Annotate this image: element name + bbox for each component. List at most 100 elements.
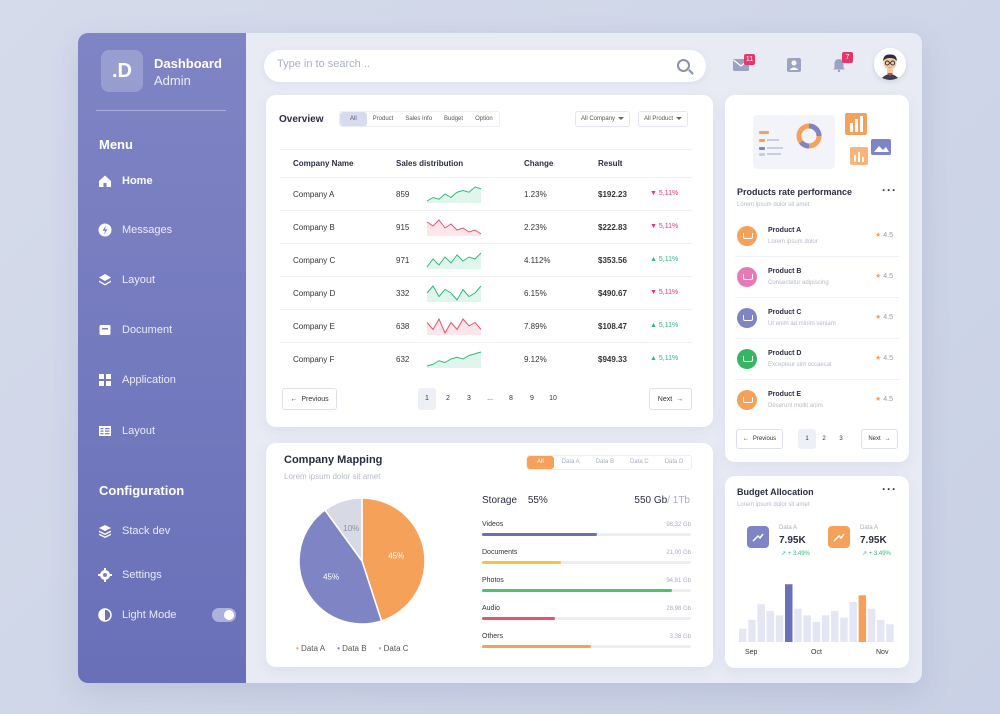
storage-summary: Storage 55% [482, 495, 548, 506]
page-ellipsis: ... [487, 395, 493, 402]
page-1[interactable]: 1 [798, 429, 816, 449]
avatar[interactable] [874, 48, 906, 80]
configuration-title: Configuration [99, 483, 185, 498]
storage-item-value: 28,98 Gb [666, 606, 691, 612]
page-9[interactable]: 9 [530, 395, 534, 402]
sidebar-item-home[interactable]: Home [98, 172, 153, 190]
storage-progress-track [482, 561, 691, 564]
page-8[interactable]: 8 [509, 395, 513, 402]
sidebar-item-layout[interactable]: Layout [98, 271, 155, 289]
arrow-left-icon: ← [742, 436, 749, 442]
arrow-left-icon: ← [290, 395, 298, 403]
page-3[interactable]: 3 [839, 436, 843, 442]
cart-icon [737, 226, 757, 246]
budget-bar [739, 628, 747, 642]
table-row[interactable]: Company A 859 1.23% $192.23 ▼ 5,11% [280, 177, 692, 210]
sparkline [426, 186, 482, 203]
mapping-title: Company Mapping [284, 454, 383, 466]
product-row[interactable]: Product B Consectetur adipiscing ★ 4.5 [735, 258, 899, 298]
change-value: 7.89% [524, 322, 547, 331]
sidebar-item-label: Home [122, 175, 153, 187]
arrow-down-icon: ▼ [650, 289, 657, 296]
mapping-filter-tabs: All Data A Data B Data C Data D [526, 455, 693, 470]
column-header-result: Result [598, 159, 623, 168]
products-previous-button[interactable]: ← Previous [736, 429, 783, 449]
sales-value: 638 [396, 322, 410, 331]
page-2[interactable]: 2 [822, 436, 826, 442]
product-row[interactable]: Product D Excepteur sint occaecat ★ 4.5 [735, 340, 899, 380]
storage-item-label: Videos [482, 521, 504, 528]
product-row[interactable]: Product E Deserunt mollit anim ★ 4.5 [735, 381, 899, 421]
delta-badge: ▲ 5,11% [650, 355, 679, 362]
tab-data-c[interactable]: Data C [630, 459, 649, 465]
product-row[interactable]: Product A Lorem ipsum dolor ★ 4.5 [735, 217, 899, 257]
budget-bar [748, 619, 756, 642]
sparkline-area [427, 253, 481, 269]
company-dropdown[interactable]: All Company [575, 111, 631, 127]
sparkline-area [427, 286, 481, 302]
pie-label: 10% [343, 524, 359, 533]
tab-data-d[interactable]: Data D [664, 459, 684, 465]
page-3[interactable]: 3 [467, 395, 471, 402]
result-value: $222.83 [598, 223, 627, 232]
month-sep: Sep [745, 649, 758, 656]
sidebar-item-application[interactable]: Application [98, 371, 176, 389]
contact-icon[interactable] [787, 58, 801, 72]
budget-bar-chart [739, 584, 894, 642]
change-value: 6.15% [524, 289, 547, 298]
budget-bar [849, 602, 857, 642]
more-options-icon[interactable]: ··· [882, 183, 897, 197]
tab-data-b[interactable]: Data B [595, 459, 615, 465]
product-name: Product A [768, 227, 802, 234]
storage-item-value: 98,32 Gb [666, 522, 691, 528]
tab-budget[interactable]: Budget [444, 116, 464, 122]
pie-label: 45% [323, 573, 339, 582]
table-row[interactable]: Company B 915 2.23% $222.83 ▼ 5,11% [280, 210, 692, 243]
sidebar-item-layout-2[interactable]: Layout [98, 422, 155, 440]
page-1[interactable]: 1 [418, 388, 436, 410]
page-2[interactable]: 2 [446, 395, 450, 402]
more-options-icon[interactable]: ··· [882, 482, 897, 496]
previous-button[interactable]: ← Previous [282, 388, 337, 410]
previous-label: Previous [752, 436, 777, 442]
sidebar-item-settings[interactable]: Settings [98, 566, 162, 584]
storage-progress-fill [482, 561, 562, 564]
tab-option[interactable]: Option [475, 116, 493, 122]
company-name: Company C [293, 256, 336, 265]
tab-product[interactable]: Product [372, 116, 394, 122]
budget-bar [886, 624, 894, 642]
legend-data-a: • Data A [296, 644, 326, 653]
next-label: Next [657, 395, 673, 403]
overview-card: Overview All Product Sales Info Budget O… [266, 95, 713, 427]
sidebar-item-document[interactable]: Document [98, 321, 172, 339]
tab-data-a[interactable]: Data A [561, 459, 580, 465]
table-row[interactable]: Company C 971 4.112% $353.56 ▲ 5,11% [280, 243, 692, 276]
product-description: Lorem ipsum dolor [768, 239, 818, 245]
product-row[interactable]: Product C Ut enim ad minim veniam ★ 4.5 [735, 299, 899, 339]
products-next-button[interactable]: Next → [861, 429, 898, 449]
sidebar-item-label: Settings [122, 569, 162, 581]
product-rating: ★ 4.5 [875, 355, 893, 362]
sales-value: 332 [396, 289, 410, 298]
page-10[interactable]: 10 [549, 395, 557, 402]
search-input[interactable] [277, 58, 657, 70]
tab-sales-info[interactable]: Sales Info [405, 116, 433, 122]
sidebar-item-messages[interactable]: Messages [98, 221, 172, 239]
bolt-icon [98, 223, 112, 237]
product-dropdown[interactable]: All Product [638, 111, 689, 127]
tab-all[interactable]: All [527, 456, 554, 469]
tab-all[interactable]: All [340, 112, 367, 126]
result-value: $949.33 [598, 355, 627, 364]
delta-badge: ▼ 5,11% [650, 223, 679, 230]
sidebar-item-stack-dev[interactable]: Stack dev [98, 522, 170, 540]
table-row[interactable]: Company F 632 9.12% $949.33 ▲ 5,11% [280, 342, 692, 375]
search-icon[interactable] [677, 59, 690, 72]
divider [96, 110, 226, 111]
next-button[interactable]: Next → [649, 388, 692, 410]
delta-badge: ▲ 5,11% [650, 256, 679, 263]
table-row[interactable]: Company D 332 6.15% $490.67 ▼ 5,11% [280, 276, 692, 309]
stat-1-value: 7.95K [779, 535, 806, 546]
table-row[interactable]: Company E 638 7.89% $108.47 ▲ 5,11% [280, 309, 692, 342]
star-icon: ★ [875, 355, 882, 362]
light-mode-toggle[interactable] [212, 608, 236, 622]
